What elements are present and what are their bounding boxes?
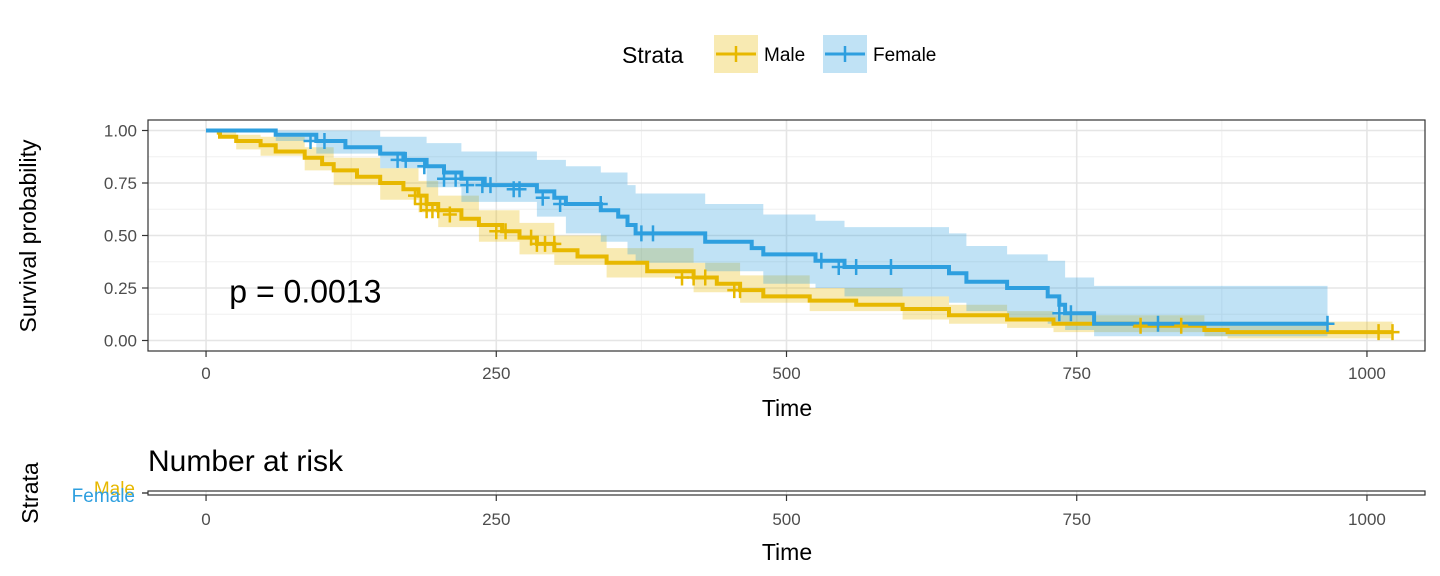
censor-mark-female [303, 133, 318, 149]
censor-mark-male [442, 206, 457, 223]
censor-mark-female [317, 133, 332, 149]
censor-mark-female [398, 151, 413, 168]
censor-mark-female [1150, 315, 1165, 332]
risk-x-tick-label: 1000 [1348, 510, 1386, 529]
censor-mark-female [448, 170, 463, 187]
censor-mark-female [553, 196, 568, 212]
legend-entry-female: Female [823, 35, 936, 73]
survival-curve-female [206, 128, 1328, 326]
x-tick-label: 500 [772, 364, 800, 383]
risk-x-tick-label: 750 [1063, 510, 1091, 529]
censor-mark-male [1371, 324, 1386, 341]
x-tick-label: 250 [482, 364, 510, 383]
censor-mark-male [1385, 324, 1400, 341]
censor-mark-male [498, 223, 513, 240]
censor-mark-female [460, 177, 475, 194]
censor-mark-female [645, 225, 660, 242]
censor-mark-female [1320, 315, 1335, 332]
y-axis: 0.00 0.25 0.50 0.75 1.00 [104, 122, 148, 351]
censor-mark-male [1133, 317, 1148, 334]
legend-label-female: Female [873, 45, 936, 66]
p-value-annotation: p = 0.0013 [229, 274, 381, 310]
risk-x-tick-label: 500 [772, 510, 800, 529]
x-axis: 0 250 500 750 1000 [201, 351, 1386, 383]
y-tick-label: 0.50 [104, 227, 137, 246]
censor-mark-female [535, 189, 550, 206]
censor-mark-female [593, 196, 608, 212]
censor-mark-male [431, 202, 446, 219]
censor-mark-female [883, 259, 898, 275]
censor-mark-male [547, 235, 562, 252]
x-tick-label: 1000 [1348, 364, 1386, 383]
censor-mark-male [1174, 317, 1189, 334]
y-axis-title: Survival probability [15, 139, 41, 333]
legend-label-male: Male [764, 45, 805, 66]
censor-mark-male [733, 282, 748, 299]
main-gridlines [148, 120, 1425, 351]
risk-table-x-axis-title: Time [762, 539, 812, 565]
censor-mark-male [408, 187, 423, 204]
y-tick-label: 1.00 [104, 122, 137, 141]
risk-x-tick-label: 0 [201, 510, 210, 529]
censor-mark-male [698, 269, 713, 286]
censor-mark-female [483, 177, 498, 194]
censor-mark-female [512, 181, 527, 198]
censor-marks [303, 133, 1400, 341]
risk-row-label-female: Female [72, 486, 135, 507]
censor-mark-female [849, 259, 864, 275]
risk-row-label-male: Male [94, 479, 135, 500]
y-tick-label: 0.25 [104, 279, 137, 298]
risk-x-tick-label: 250 [482, 510, 510, 529]
y-tick-label: 0.00 [104, 332, 137, 351]
censor-mark-female [814, 252, 829, 269]
censor-mark-female [417, 158, 432, 175]
censor-mark-female [831, 259, 846, 275]
x-axis-title: Time [762, 395, 812, 421]
risk-table-gridlines [205, 491, 1368, 495]
risk-table-x-axis: 0 250 500 750 1000 [201, 495, 1386, 529]
legend-entry-male: Male [714, 35, 805, 73]
risk-table-title: Number at risk [148, 445, 344, 478]
x-tick-label: 750 [1063, 364, 1091, 383]
y-tick-label: 0.75 [104, 174, 137, 193]
legend-title: Strata [622, 42, 684, 68]
x-tick-label: 0 [201, 364, 210, 383]
survival-plot-panel: 0.00 0.25 0.50 0.75 1.00 0 250 500 750 1000 p = … [15, 119, 1426, 421]
risk-table-y-axis-title: Strata [17, 462, 43, 524]
censor-mark-female [1063, 305, 1078, 322]
legend: Strata Male Female [622, 35, 936, 73]
